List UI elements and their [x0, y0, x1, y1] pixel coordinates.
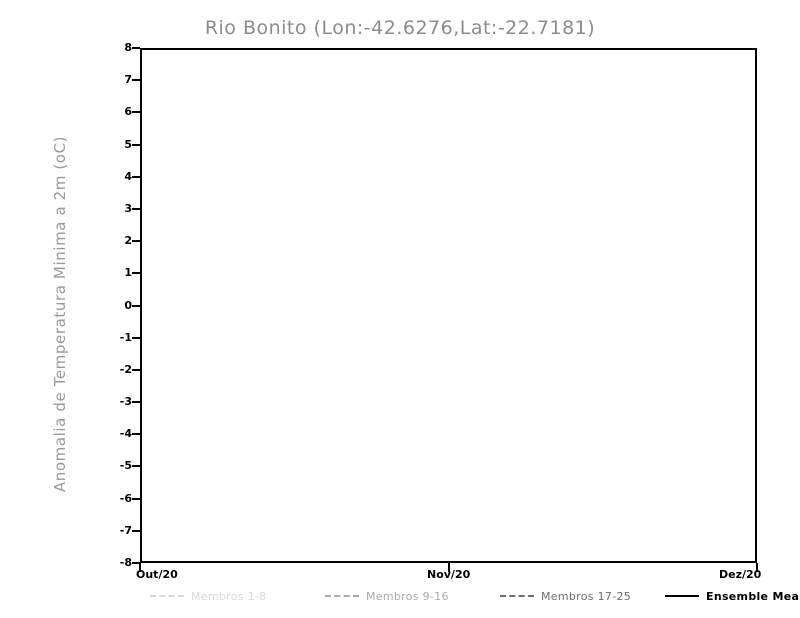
- y-tick-mark: [132, 111, 140, 114]
- legend-item[interactable]: Membros 17-25: [500, 588, 631, 604]
- y-tick-label: 6: [124, 105, 132, 119]
- y-tick-mark: [132, 368, 140, 371]
- x-tick-mark: [447, 563, 450, 572]
- y-tick-mark: [132, 497, 140, 500]
- chart-legend: Membros 1-8 Membros 9-16 Membros 17-25 Ense…: [140, 588, 800, 604]
- y-tick-label: -1: [119, 330, 132, 344]
- legend-label: Membros 1-8: [191, 589, 267, 603]
- y-tick-mark: [132, 79, 140, 82]
- x-tick-label: Dez/20: [719, 568, 762, 581]
- legend-label: Ensemble Mean: [706, 589, 800, 603]
- legend-label: Membros 9-16: [366, 589, 449, 603]
- y-tick-mark: [132, 207, 140, 210]
- legend-swatch-icon: [665, 595, 699, 597]
- y-tick-mark: [132, 465, 140, 468]
- legend-label: Membros 17-25: [541, 589, 632, 603]
- x-tick-mark: [139, 563, 141, 572]
- legend-item[interactable]: Ensemble Mean: [665, 588, 800, 604]
- y-tick-label: 1: [124, 266, 132, 280]
- y-tick-mark: [132, 272, 140, 275]
- y-tick-label: -3: [119, 395, 132, 409]
- y-axis-title: Anomalia de Temperatura Minima a 2m (oC): [51, 135, 69, 493]
- y-tick-label: -7: [119, 523, 132, 537]
- y-tick-label: 3: [124, 201, 132, 215]
- y-tick-mark: [132, 240, 140, 243]
- y-tick-mark: [132, 562, 140, 564]
- y-tick-mark: [132, 304, 140, 307]
- x-tick-mark: [756, 563, 758, 572]
- y-tick-label: 8: [124, 41, 132, 54]
- plot-frame: [140, 48, 757, 563]
- legend-item[interactable]: Membros 9-16: [325, 588, 449, 604]
- x-tick-label: Out/20: [136, 568, 178, 581]
- y-tick-label: 7: [124, 73, 132, 87]
- legend-swatch-icon: [150, 595, 184, 597]
- y-tick-label: -4: [119, 427, 132, 441]
- y-tick-mark: [132, 143, 140, 146]
- y-tick-mark: [132, 529, 140, 532]
- y-tick-label: -6: [119, 491, 132, 505]
- y-tick-label: -5: [119, 459, 132, 473]
- legend-item[interactable]: Membros 1-8: [150, 588, 266, 604]
- y-tick-mark: [132, 336, 140, 339]
- x-tick-label: Nov/20: [427, 568, 471, 581]
- y-tick-label: -2: [119, 362, 132, 376]
- y-tick-label: 2: [124, 234, 132, 248]
- y-tick-mark: [132, 47, 140, 49]
- y-tick-label: 0: [124, 298, 132, 312]
- y-tick-label: -8: [119, 556, 132, 569]
- y-tick-label: 4: [124, 169, 132, 183]
- y-tick-label: 5: [124, 137, 132, 151]
- chart-title: Rio Bonito (Lon:-42.6276,Lat:-22.7181): [204, 17, 596, 39]
- y-tick-mark: [132, 401, 140, 404]
- legend-swatch-icon: [325, 595, 359, 597]
- y-tick-mark: [132, 433, 140, 436]
- y-tick-mark: [132, 175, 140, 178]
- legend-swatch-icon: [500, 595, 534, 597]
